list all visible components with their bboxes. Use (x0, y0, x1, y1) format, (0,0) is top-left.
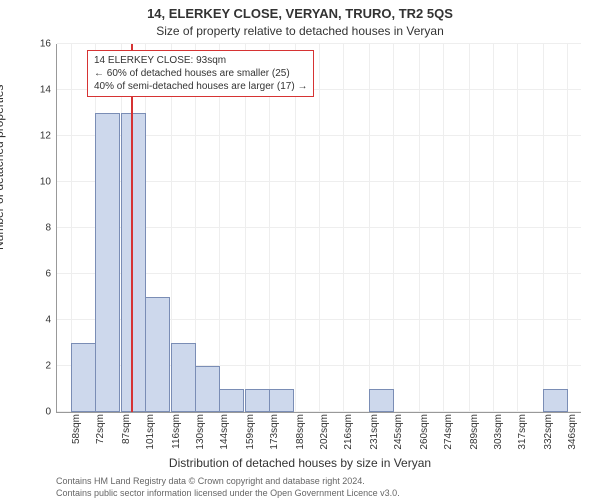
y-tick: 16 (40, 39, 51, 50)
footer-line-2: Contains public sector information licen… (56, 488, 400, 498)
annotation-line-2: ← 60% of detached houses are smaller (25… (94, 67, 307, 80)
gridline-v (369, 44, 370, 412)
y-tick: 2 (45, 361, 51, 372)
x-tick: 144sqm (219, 414, 230, 450)
y-tick: 0 (45, 407, 51, 418)
bar (171, 343, 196, 412)
y-tick: 14 (40, 85, 51, 96)
reference-line (131, 44, 133, 412)
chart-title-main: 14, ELERKEY CLOSE, VERYAN, TRURO, TR2 5Q… (0, 6, 600, 21)
y-tick: 10 (40, 177, 51, 188)
x-tick: 260sqm (419, 414, 430, 450)
x-tick: 332sqm (543, 414, 554, 450)
bar (195, 366, 220, 412)
reference-annotation: 14 ELERKEY CLOSE: 93sqm ← 60% of detache… (87, 50, 314, 97)
gridline-v (517, 44, 518, 412)
gridline-v (543, 44, 544, 412)
annotation-line-1: 14 ELERKEY CLOSE: 93sqm (94, 54, 307, 67)
x-tick: 72sqm (95, 414, 106, 444)
gridline-v (219, 44, 220, 412)
gridline-v (419, 44, 420, 412)
x-tick: 274sqm (443, 414, 454, 450)
x-tick: 245sqm (393, 414, 404, 450)
chart-title-sub: Size of property relative to detached ho… (0, 24, 600, 38)
x-tick: 101sqm (145, 414, 156, 450)
x-tick: 303sqm (493, 414, 504, 450)
bar (219, 389, 244, 412)
x-tick: 58sqm (71, 414, 82, 444)
x-tick: 87sqm (121, 414, 132, 444)
x-tick: 159sqm (245, 414, 256, 450)
y-tick: 6 (45, 269, 51, 280)
bar (145, 297, 170, 412)
x-tick: 116sqm (171, 414, 182, 449)
x-tick: 317sqm (517, 414, 528, 450)
x-tick: 216sqm (343, 414, 354, 450)
annotation-line-3: 40% of semi-detached houses are larger (… (94, 80, 307, 93)
bar (369, 389, 394, 412)
chart-container: 14, ELERKEY CLOSE, VERYAN, TRURO, TR2 5Q… (0, 0, 600, 500)
footer-line-1: Contains HM Land Registry data © Crown c… (56, 476, 365, 486)
y-tick: 4 (45, 315, 51, 326)
gridline-v (469, 44, 470, 412)
y-axis-label: Number of detached properties (0, 85, 6, 250)
x-tick: 202sqm (319, 414, 330, 450)
x-tick: 231sqm (369, 414, 380, 450)
gridline-v (567, 44, 568, 412)
plot-area: 14 ELERKEY CLOSE: 93sqm ← 60% of detache… (56, 44, 581, 413)
gridline-v (319, 44, 320, 412)
gridline-v (443, 44, 444, 412)
gridline-v (245, 44, 246, 412)
bar (245, 389, 270, 412)
gridline-v (343, 44, 344, 412)
x-tick: 130sqm (195, 414, 206, 450)
gridline-v (393, 44, 394, 412)
bar (121, 113, 146, 412)
x-tick: 188sqm (295, 414, 306, 450)
bar (269, 389, 294, 412)
bar (95, 113, 120, 412)
y-tick: 8 (45, 223, 51, 234)
bar (71, 343, 96, 412)
y-tick: 12 (40, 131, 51, 142)
x-tick: 289sqm (469, 414, 480, 450)
gridline-v (269, 44, 270, 412)
gridline-v (493, 44, 494, 412)
x-tick: 173sqm (269, 414, 280, 450)
x-axis-label: Distribution of detached houses by size … (0, 456, 600, 470)
gridline-v (295, 44, 296, 412)
x-tick: 346sqm (567, 414, 578, 450)
bar (543, 389, 568, 412)
